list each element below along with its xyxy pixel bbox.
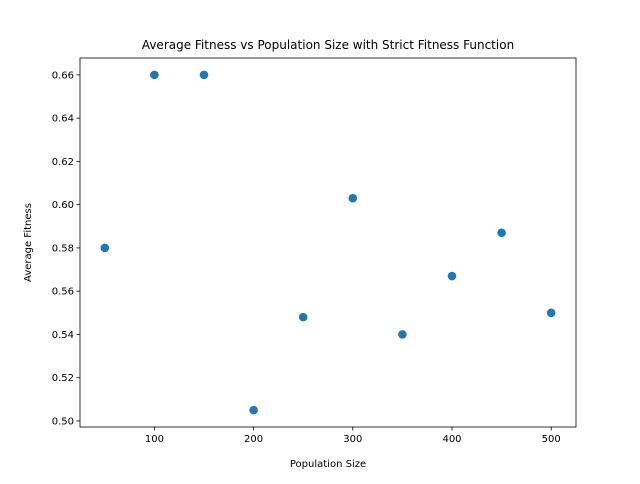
data-points	[100, 70, 556, 415]
data-point	[298, 312, 308, 322]
chart-title: Average Fitness vs Population Size with …	[142, 38, 514, 52]
data-point	[546, 308, 556, 318]
plot-area	[79, 57, 577, 428]
x-axis-label: Population Size	[290, 459, 366, 470]
data-point	[199, 70, 209, 80]
y-tick-label: 0.56	[52, 287, 74, 298]
x-tick-label: 100	[145, 434, 164, 445]
data-point	[447, 271, 457, 281]
y-tick-label: 0.52	[52, 373, 74, 384]
data-point	[249, 405, 258, 415]
data-point	[150, 70, 159, 80]
y-tick-label: 0.64	[52, 114, 74, 125]
y-tick-label: 0.62	[52, 157, 74, 168]
data-point	[398, 330, 407, 339]
x-tick-label: 200	[244, 434, 263, 445]
data-point	[100, 243, 110, 253]
x-tick-label: 300	[343, 434, 362, 445]
y-axis: 0.50 0.52 0.54 0.56 0.58 0.60 0.62 0.64 0.66	[52, 70, 80, 427]
y-tick-label: 0.66	[52, 70, 74, 81]
x-tick-label: 400	[442, 434, 461, 445]
y-tick-label: 0.50	[52, 416, 74, 427]
y-axis-label: Average Fitness	[23, 203, 34, 282]
x-axis: 100 200 300 400 500	[145, 427, 561, 445]
y-tick-label: 0.58	[52, 243, 74, 254]
data-point	[348, 193, 358, 203]
y-tick-label: 0.54	[52, 330, 74, 341]
data-point	[497, 228, 506, 238]
y-tick-label: 0.60	[52, 200, 74, 211]
x-tick-label: 500	[542, 434, 561, 445]
